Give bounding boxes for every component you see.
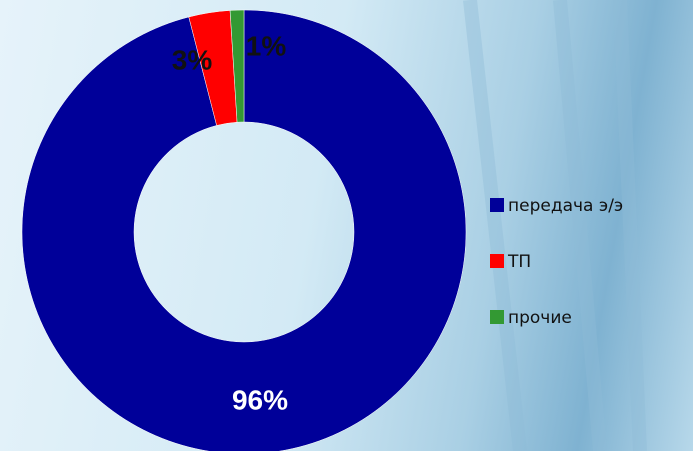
legend-label: ТП — [507, 252, 531, 272]
legend-label: передача э/э — [508, 196, 623, 216]
donut-slice — [21, 9, 467, 451]
data-label: 1% — [246, 30, 287, 61]
donut-slice — [229, 9, 245, 123]
legend-swatch — [490, 198, 504, 212]
background-decoration — [463, 0, 647, 451]
legend-swatch — [490, 254, 504, 268]
data-label: 96% — [232, 384, 288, 415]
legend-swatch — [490, 310, 504, 324]
legend-label: прочие — [508, 308, 572, 328]
data-label: 3% — [172, 44, 213, 75]
